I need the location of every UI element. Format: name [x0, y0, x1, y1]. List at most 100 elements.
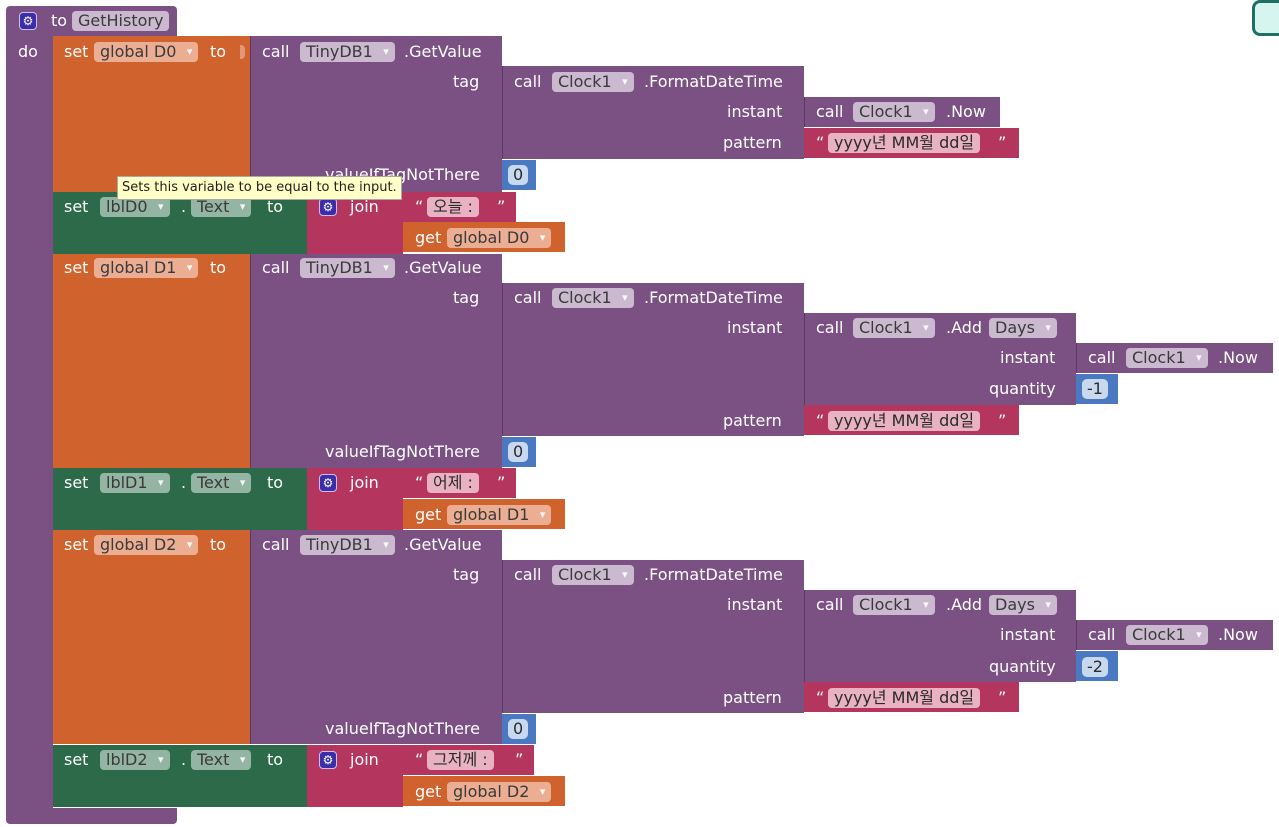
quote-close: ”	[998, 411, 1007, 430]
quote-close: ”	[515, 750, 524, 769]
tooltip: Sets this variable to be equal to the in…	[117, 176, 402, 200]
call-keyword: call	[816, 595, 844, 614]
days-unit-dropdown[interactable]: Days	[989, 595, 1057, 615]
clock-component-dropdown[interactable]: Clock1	[552, 565, 634, 585]
quote-open: “	[816, 688, 825, 707]
clock-component-dropdown[interactable]: Clock1	[552, 288, 634, 308]
tinydb-getvalue-block-d2[interactable]	[250, 530, 502, 744]
variable-dropdown-d0[interactable]: global D0	[94, 42, 199, 62]
variable-dropdown-d1[interactable]: global D1	[94, 258, 199, 278]
set-keyword: set	[64, 258, 89, 277]
quantity-number-field[interactable]: -2	[1082, 657, 1108, 677]
quantity-socket-label: quantity	[989, 657, 1056, 676]
set-label-text-block-d0[interactable]	[53, 192, 307, 254]
clock-formatdatetime-block-d1[interactable]	[502, 283, 804, 436]
quote-open: “	[415, 473, 424, 492]
pattern-text-field[interactable]: yyyy년 MM월 dd일	[828, 133, 981, 153]
instant-socket-label: instant	[1000, 348, 1056, 367]
join-text-field[interactable]: 어제 :	[427, 473, 479, 493]
call-keyword: call	[514, 565, 542, 584]
set-global-d0-block[interactable]	[53, 36, 250, 192]
gear-icon[interactable]: ⚙	[319, 474, 337, 492]
quantity-number-field[interactable]: -1	[1082, 379, 1108, 399]
gear-icon[interactable]: ⚙	[319, 198, 337, 216]
to-keyword: to	[267, 197, 284, 216]
set-keyword: set	[64, 197, 89, 216]
get-variable-dropdown[interactable]: global D2	[447, 782, 552, 802]
tinydb-component-dropdown[interactable]: TinyDB1	[300, 535, 395, 555]
tinydb-component-dropdown[interactable]: TinyDB1	[300, 42, 395, 62]
set-keyword: set	[64, 535, 89, 554]
variable-dropdown-d2[interactable]: global D2	[94, 535, 199, 555]
valueiftagnotthere-label: valueIfTagNotThere	[325, 442, 480, 461]
text-property-dropdown[interactable]: Text	[191, 750, 252, 770]
add-method: .Add	[946, 595, 983, 614]
trash-can-icon[interactable]	[1252, 0, 1279, 36]
pattern-socket-label: pattern	[723, 411, 782, 430]
getvalue-method: .GetValue	[404, 535, 482, 554]
set-global-d2-block[interactable]	[53, 530, 250, 744]
tinydb-getvalue-block-d0[interactable]	[250, 36, 502, 192]
clock-component-dropdown[interactable]: Clock1	[1126, 348, 1208, 368]
formatdatetime-method: .FormatDateTime	[644, 72, 783, 91]
get-variable-dropdown[interactable]: global D0	[447, 228, 552, 248]
clock-component-dropdown[interactable]: Clock1	[853, 102, 935, 122]
join-keyword: join	[350, 750, 379, 769]
pattern-socket-label: pattern	[723, 133, 782, 152]
clock-component-dropdown[interactable]: Clock1	[552, 72, 634, 92]
set-label-text-block-d1[interactable]	[53, 468, 307, 530]
to-keyword: to	[210, 42, 227, 61]
join-text-field[interactable]: 오늘 :	[427, 197, 479, 217]
instant-socket-label: instant	[727, 318, 783, 337]
call-keyword: call	[262, 535, 290, 554]
quote-open: “	[816, 133, 825, 152]
pattern-text-field[interactable]: yyyy년 MM월 dd일	[828, 688, 981, 708]
pattern-socket-label: pattern	[723, 688, 782, 707]
formatdatetime-method: .FormatDateTime	[644, 565, 783, 584]
call-keyword: call	[816, 318, 844, 337]
dot-separator: .	[181, 197, 187, 216]
number-field[interactable]: 0	[508, 442, 529, 462]
procedure-name-field[interactable]: GetHistory	[72, 11, 170, 31]
label-component-dropdown[interactable]: lblD1	[100, 473, 170, 493]
days-unit-dropdown[interactable]: Days	[989, 318, 1057, 338]
join-keyword: join	[350, 197, 379, 216]
text-property-dropdown[interactable]: Text	[191, 197, 252, 217]
join-text-field[interactable]: 그저께 :	[427, 750, 494, 770]
set-global-d1-block[interactable]	[53, 254, 250, 468]
gear-icon[interactable]: ⚙	[19, 12, 37, 30]
getvalue-method: .GetValue	[404, 258, 482, 277]
tag-socket-label: tag	[453, 72, 480, 91]
dot-separator: .	[181, 750, 187, 769]
call-keyword: call	[514, 72, 542, 91]
procedure-to-keyword: to	[51, 11, 68, 30]
to-keyword: to	[210, 258, 227, 277]
pattern-text-field[interactable]: yyyy년 MM월 dd일	[828, 411, 981, 431]
now-method: .Now	[1218, 625, 1258, 644]
call-keyword: call	[262, 42, 290, 61]
tinydb-component-dropdown[interactable]: TinyDB1	[300, 258, 395, 278]
get-variable-dropdown[interactable]: global D1	[447, 505, 552, 525]
valueiftagnotthere-label: valueIfTagNotThere	[325, 719, 480, 738]
quote-close: ”	[497, 473, 506, 492]
number-field[interactable]: 0	[508, 719, 529, 739]
gear-icon[interactable]: ⚙	[319, 751, 337, 769]
quote-close: ”	[998, 688, 1007, 707]
clock-component-dropdown[interactable]: Clock1	[853, 595, 935, 615]
clock-component-dropdown[interactable]: Clock1	[853, 318, 935, 338]
set-label-text-block-d2[interactable]	[53, 745, 307, 807]
to-keyword: to	[267, 473, 284, 492]
clock-component-dropdown[interactable]: Clock1	[1126, 625, 1208, 645]
label-component-dropdown[interactable]: lblD2	[100, 750, 170, 770]
to-keyword: to	[267, 750, 284, 769]
label-component-dropdown[interactable]: lblD0	[100, 197, 170, 217]
tinydb-getvalue-block-d1[interactable]	[250, 254, 502, 468]
call-keyword: call	[1088, 348, 1116, 367]
tag-socket-label: tag	[453, 288, 480, 307]
call-keyword: call	[514, 288, 542, 307]
text-property-dropdown[interactable]: Text	[191, 473, 252, 493]
call-keyword: call	[816, 102, 844, 121]
number-field[interactable]: 0	[508, 165, 529, 185]
set-keyword: set	[64, 473, 89, 492]
clock-formatdatetime-block-d2[interactable]	[502, 560, 804, 713]
